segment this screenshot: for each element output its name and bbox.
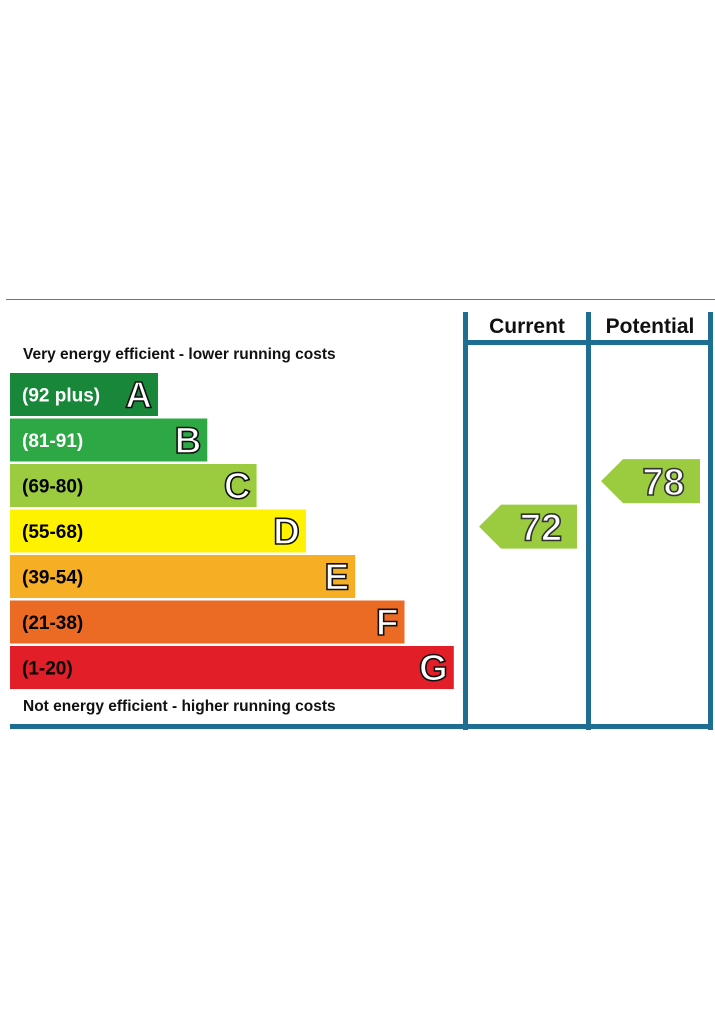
band-bar-a	[10, 373, 158, 416]
band-e: (39-54) E	[10, 555, 356, 598]
band-letter-e: E	[325, 557, 350, 598]
band-b: (81-91) B	[10, 418, 208, 462]
band-range-c: (69-80)	[22, 477, 83, 498]
frame-col-left	[463, 312, 468, 730]
band-range-f: (21-38)	[22, 613, 83, 634]
potential-rating-arrow: 78	[601, 459, 700, 505]
band-letter-f: F	[376, 602, 399, 643]
rating-arrows: 72 78	[479, 459, 700, 550]
band-range-a: (92 plus)	[22, 386, 100, 407]
current-rating-arrow: 72	[479, 504, 577, 550]
top-note: Very energy efficient - lower running co…	[23, 346, 336, 363]
band-bar-b	[10, 418, 208, 462]
band-range-e: (39-54)	[22, 568, 83, 589]
band-a: (92 plus) A	[10, 373, 158, 416]
frame-header-rule	[463, 340, 713, 345]
band-bar-c	[10, 464, 257, 507]
current-rating-value: 72	[520, 508, 562, 550]
band-g: (1-20) G	[10, 646, 454, 689]
band-range-d: (55-68)	[22, 522, 83, 543]
bottom-note: Not energy efficient - higher running co…	[23, 698, 336, 715]
frame-col-mid	[586, 312, 591, 730]
band-range-b: (81-91)	[22, 431, 83, 452]
band-bar-g	[10, 646, 454, 689]
chart-frame	[10, 312, 713, 730]
potential-rating-value: 78	[642, 462, 684, 504]
band-d: (55-68) D	[10, 509, 306, 553]
top-divider-line	[6, 299, 715, 300]
band-letter-a: A	[125, 375, 152, 416]
band-letter-d: D	[273, 511, 300, 552]
band-c: (69-80) C	[10, 464, 257, 507]
band-letter-b: B	[175, 420, 202, 461]
current-header: Current	[489, 315, 565, 338]
band-bar-d	[10, 509, 306, 553]
band-f: (21-38) F	[10, 600, 405, 644]
frame-bottom-rule	[10, 724, 713, 729]
frame-col-right	[708, 312, 713, 730]
band-range-g: (1-20)	[22, 659, 73, 680]
potential-rating-arrow-shape	[601, 459, 700, 504]
rating-bands: (92 plus) A(81-91) B(69-80) C(55-68) D(39-54…	[10, 373, 454, 689]
band-letter-c: C	[224, 466, 251, 507]
current-rating-arrow-shape	[479, 504, 577, 549]
potential-header: Potential	[606, 315, 695, 338]
band-letter-g: G	[419, 648, 448, 689]
band-bar-e	[10, 555, 356, 598]
band-bar-f	[10, 600, 405, 644]
